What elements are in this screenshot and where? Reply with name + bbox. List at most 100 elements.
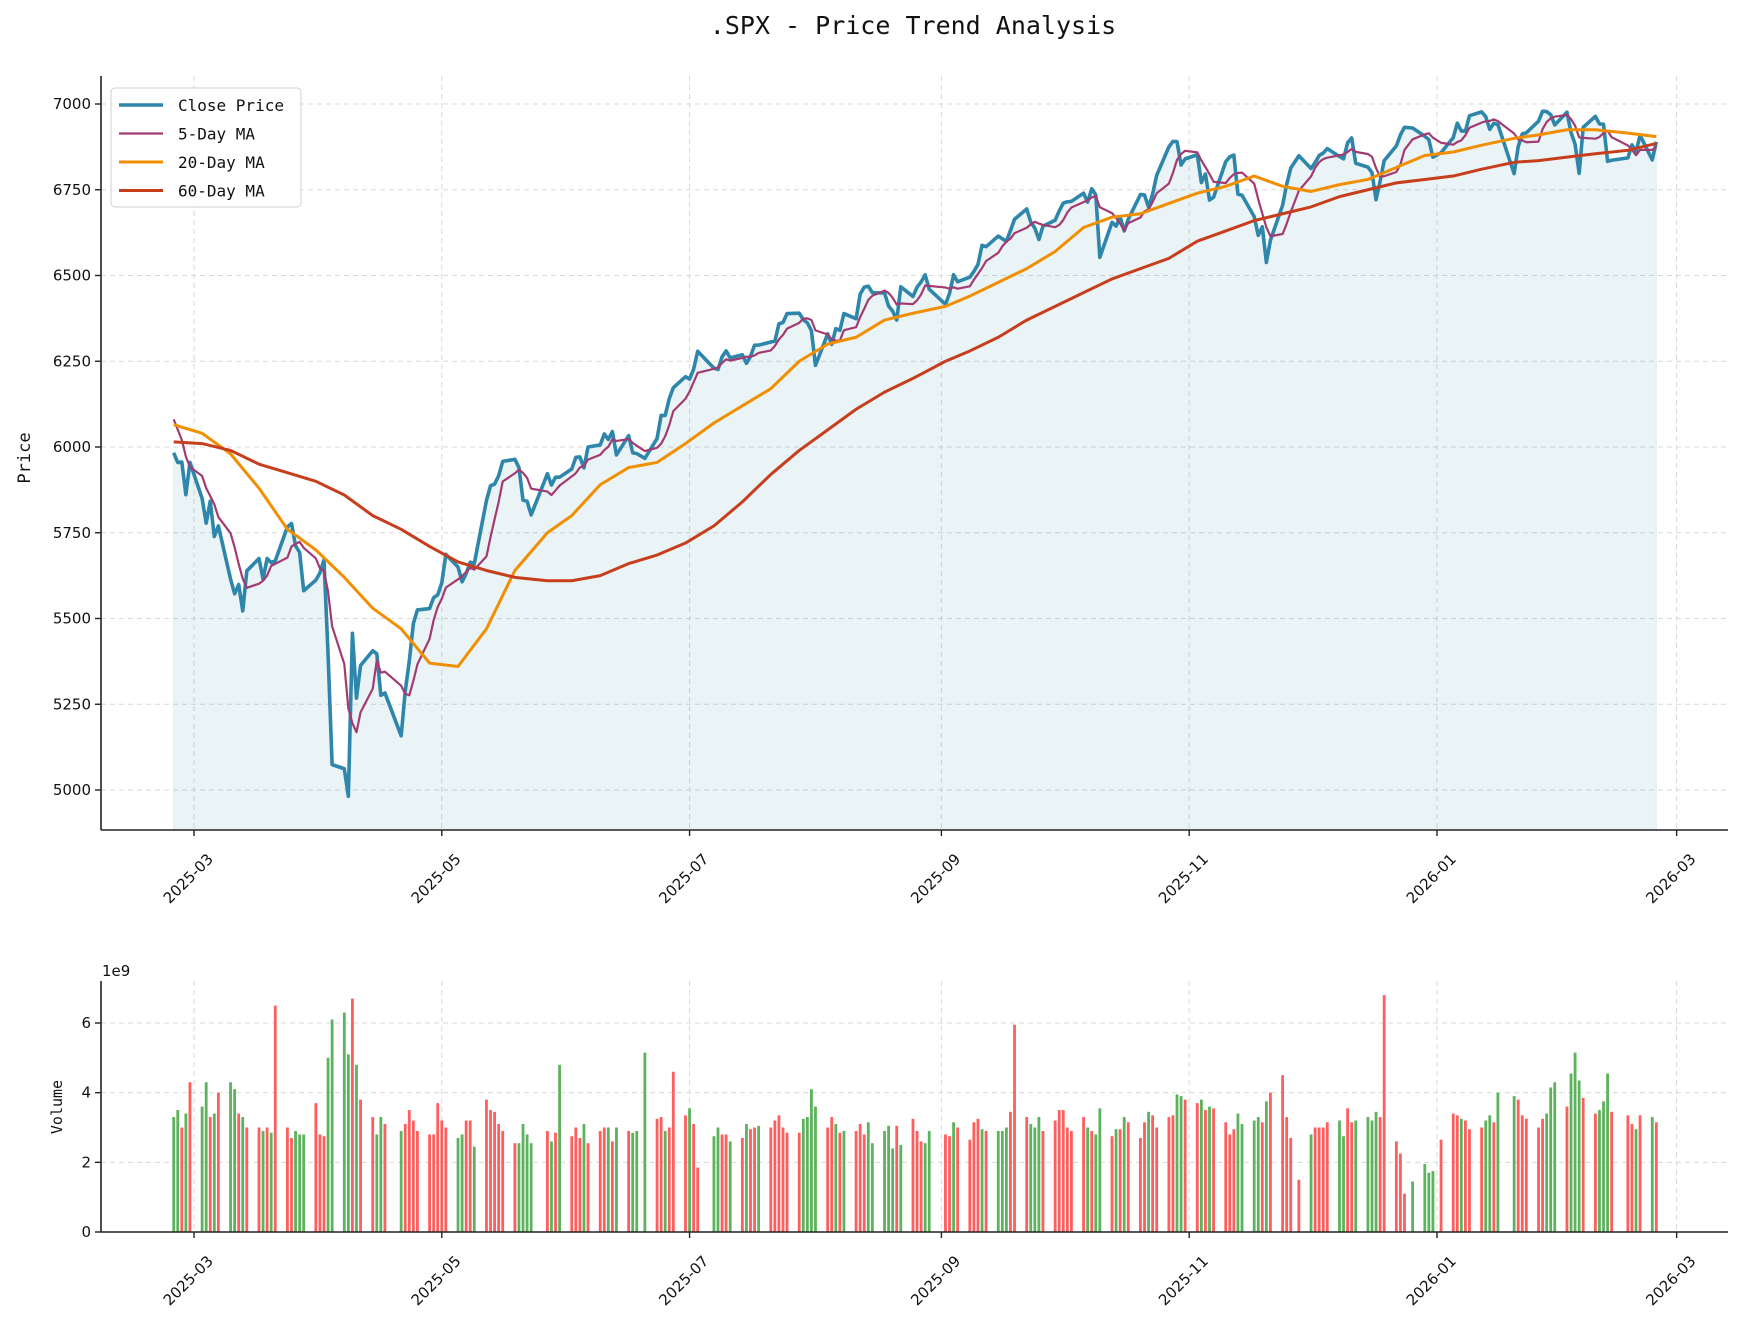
x-tick-label: 2025-03 bbox=[160, 1252, 217, 1309]
volume-bar bbox=[1208, 1106, 1211, 1232]
volume-bar bbox=[728, 1141, 732, 1232]
volume-bar bbox=[862, 1134, 866, 1232]
volume-bar bbox=[184, 1113, 188, 1232]
volume-bar bbox=[615, 1127, 618, 1232]
legend-box bbox=[110, 87, 302, 208]
y-tick-label: 5000 bbox=[53, 781, 91, 799]
x-tick-label: 2026-03 bbox=[1642, 1252, 1699, 1309]
volume-bar bbox=[1155, 1127, 1159, 1232]
volume-bar bbox=[606, 1127, 610, 1232]
volume-bar bbox=[842, 1130, 846, 1232]
volume-bar bbox=[1240, 1124, 1244, 1232]
volume-axes: 0 2 4 6 2025-03 2025-05 2025-07 2025-09 2025-11 2… bbox=[81, 981, 1728, 1309]
volume-bar bbox=[1577, 1080, 1581, 1232]
volume-bar bbox=[1126, 1122, 1130, 1232]
volume-bar bbox=[1224, 1122, 1228, 1232]
volume-bar bbox=[216, 1092, 220, 1232]
volume-bar bbox=[1082, 1117, 1085, 1232]
volume-bar bbox=[204, 1082, 208, 1232]
volume-bar bbox=[1199, 1099, 1203, 1232]
volume-axis-label: Volume bbox=[48, 1080, 66, 1134]
y-tick-label: 6750 bbox=[53, 181, 91, 199]
volume-bar bbox=[286, 1127, 289, 1232]
volume-bar bbox=[1630, 1124, 1634, 1232]
volume-bar bbox=[1183, 1099, 1187, 1232]
volume-bar bbox=[521, 1124, 525, 1232]
volume-bar bbox=[712, 1136, 716, 1232]
volume-bar bbox=[1411, 1181, 1414, 1232]
volume-bar bbox=[968, 1139, 972, 1232]
volume-bar bbox=[550, 1141, 553, 1232]
volume-bar bbox=[200, 1106, 204, 1232]
ma5-line bbox=[172, 113, 1658, 734]
volume-bar bbox=[834, 1124, 838, 1232]
volume-bar bbox=[883, 1130, 886, 1232]
volume-bar bbox=[456, 1137, 460, 1232]
volume-bar bbox=[696, 1167, 700, 1232]
close-price-line bbox=[172, 109, 1659, 798]
volume-bar bbox=[359, 1099, 362, 1232]
volume-bar bbox=[1264, 1101, 1268, 1232]
volume-bar bbox=[1069, 1130, 1073, 1232]
volume-bar bbox=[1167, 1117, 1171, 1232]
y-tick-label: 6250 bbox=[53, 352, 91, 370]
volume-bar bbox=[1378, 1117, 1382, 1232]
volume-bar bbox=[1346, 1108, 1350, 1232]
volume-bar bbox=[269, 1132, 273, 1232]
volume-bar bbox=[1516, 1099, 1520, 1232]
volume-bar bbox=[944, 1134, 947, 1232]
volume-bar bbox=[1484, 1120, 1488, 1232]
volume-offset-label: 1e9 bbox=[102, 962, 130, 980]
volume-bar bbox=[265, 1127, 269, 1232]
volume-bar bbox=[326, 1057, 330, 1232]
volume-bar bbox=[667, 1127, 671, 1232]
volume-bar bbox=[290, 1137, 293, 1232]
volume-bar bbox=[1569, 1073, 1573, 1232]
volume-bar bbox=[379, 1117, 383, 1232]
volume-bar bbox=[1029, 1124, 1033, 1232]
volume-bar bbox=[351, 998, 354, 1232]
volume-bar bbox=[915, 1130, 919, 1232]
x-tick-label: 2026-01 bbox=[1403, 1252, 1460, 1309]
volume-bar bbox=[407, 1110, 411, 1232]
volume-bar bbox=[810, 1089, 813, 1232]
volume-bar bbox=[1228, 1134, 1232, 1232]
volume-bar bbox=[1256, 1117, 1260, 1232]
volume-bar bbox=[602, 1127, 606, 1232]
volume-bar bbox=[1468, 1129, 1471, 1232]
legend: Close Price 5-Day MA 20-Day MA 60-Day MA bbox=[110, 87, 302, 208]
x-tick-label: 2026-01 bbox=[1403, 850, 1460, 907]
volume-bar bbox=[1171, 1115, 1175, 1232]
volume-bar bbox=[1634, 1129, 1638, 1232]
x-tick-label: 2025-07 bbox=[655, 850, 712, 907]
volume-bar bbox=[777, 1115, 781, 1232]
volume-bar bbox=[757, 1125, 761, 1232]
volume-bar bbox=[1581, 1097, 1585, 1232]
volume-bar bbox=[1553, 1082, 1557, 1232]
volume-bar bbox=[436, 1103, 440, 1232]
volume-bar bbox=[1269, 1092, 1272, 1232]
volume-bar bbox=[631, 1132, 635, 1232]
volume-bar bbox=[383, 1124, 387, 1232]
volume-bar bbox=[1179, 1096, 1183, 1232]
volume-bar bbox=[558, 1064, 561, 1232]
volume-bar bbox=[911, 1118, 915, 1232]
volume-bar bbox=[1009, 1111, 1012, 1232]
volume-bar bbox=[1122, 1117, 1126, 1232]
volume-bar bbox=[399, 1130, 403, 1232]
volume-bar bbox=[1114, 1129, 1118, 1232]
volume-bar bbox=[1654, 1122, 1658, 1232]
legend-label: Close Price bbox=[178, 96, 284, 115]
volume-bar bbox=[1354, 1120, 1358, 1232]
volume-bar bbox=[785, 1132, 789, 1232]
price-axis-label: Price bbox=[15, 432, 35, 483]
volume-bar bbox=[1000, 1130, 1004, 1232]
y-tick-label: 4 bbox=[81, 1084, 91, 1102]
volume-bar bbox=[1650, 1117, 1654, 1232]
volume-bar bbox=[635, 1130, 639, 1232]
volume-bar bbox=[692, 1124, 696, 1232]
ma20-line bbox=[173, 128, 1657, 669]
volume-bar bbox=[1394, 1141, 1398, 1232]
volume-bar bbox=[212, 1113, 216, 1232]
volume-bar bbox=[1013, 1024, 1016, 1232]
